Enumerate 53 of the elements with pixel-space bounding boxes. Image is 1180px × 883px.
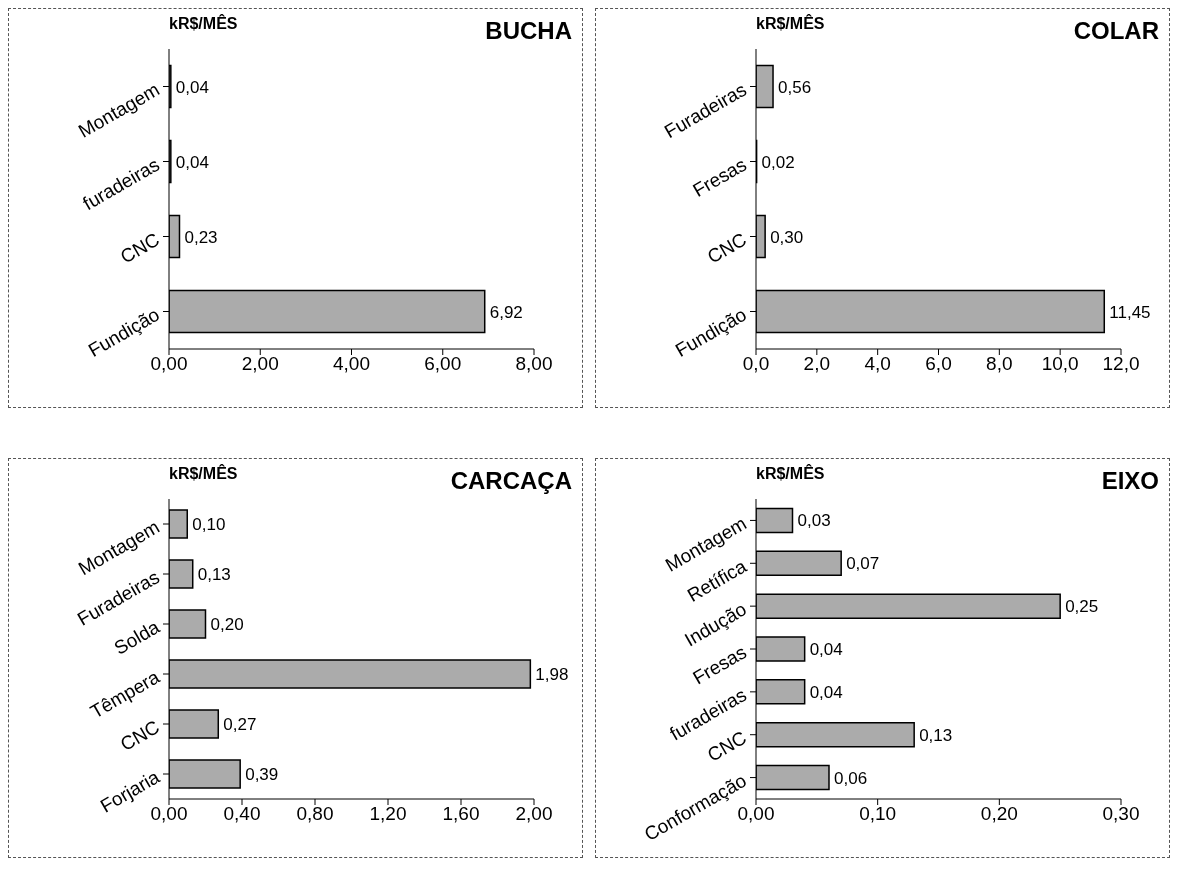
- data-label: 0,07: [846, 554, 880, 574]
- x-axis-title: kR$/MÊS: [169, 465, 238, 483]
- data-label: 0,03: [797, 511, 831, 531]
- y-tick-label: Solda: [110, 616, 164, 659]
- x-tick-label: 0,00: [150, 353, 188, 375]
- x-tick-label: 1,20: [369, 803, 407, 825]
- x-tick-label: 0,30: [1102, 803, 1140, 825]
- data-label: 0,10: [192, 515, 226, 535]
- data-label: 11,45: [1109, 302, 1151, 322]
- data-label: 0,20: [210, 615, 244, 635]
- x-tick-label: 6,0: [925, 353, 952, 375]
- x-tick-label: 0,40: [223, 803, 261, 825]
- chart-title: BUCHA: [485, 17, 572, 45]
- x-tick-label: 10,0: [1041, 353, 1079, 375]
- data-label: 0,13: [919, 725, 953, 745]
- data-label: 0,06: [834, 768, 868, 788]
- data-label: 0,13: [197, 565, 231, 585]
- x-axis-title: kR$/MÊS: [756, 465, 825, 483]
- data-label: 0,56: [778, 77, 812, 97]
- x-axis-title: kR$/MÊS: [756, 15, 825, 33]
- data-label: 0,02: [761, 152, 795, 172]
- chart-title: EIXO: [1101, 467, 1159, 495]
- x-tick-label: 8,0: [986, 353, 1013, 375]
- x-tick-label: 0,10: [859, 803, 897, 825]
- data-label: 0,27: [223, 715, 257, 735]
- chart-title: CARCAÇA: [450, 467, 572, 495]
- x-tick-label: 8,00: [515, 353, 553, 375]
- data-label: 0,04: [175, 152, 209, 172]
- data-label: 0,04: [809, 682, 843, 702]
- data-label: 0,04: [809, 640, 843, 660]
- x-tick-label: 6,00: [424, 353, 462, 375]
- x-tick-label: 2,0: [803, 353, 831, 375]
- x-tick-label: 1,60: [442, 803, 480, 825]
- data-label: 6,92: [489, 302, 523, 322]
- chart-title: COLAR: [1073, 17, 1159, 45]
- data-label: 0,04: [175, 77, 209, 97]
- x-tick-label: 2,00: [515, 803, 553, 825]
- x-tick-label: 2,00: [241, 353, 279, 375]
- y-tick-label: CNC: [116, 716, 163, 755]
- data-label: 0,25: [1065, 597, 1099, 617]
- y-tick-label: CNC: [703, 228, 750, 268]
- data-label: 0,23: [184, 227, 218, 247]
- data-label: 0,39: [245, 765, 279, 785]
- x-tick-label: 0,80: [296, 803, 334, 825]
- data-label: 1,98: [535, 665, 569, 685]
- data-label: 0,30: [770, 227, 804, 247]
- x-tick-label: 12,0: [1102, 353, 1140, 375]
- x-tick-label: 0,0: [742, 353, 770, 375]
- x-tick-label: 4,00: [333, 353, 370, 375]
- x-tick-label: 0,20: [980, 803, 1018, 825]
- x-axis-title: kR$/MÊS: [169, 15, 238, 33]
- x-tick-label: 4,0: [864, 353, 891, 375]
- y-tick-label: CNC: [116, 228, 163, 268]
